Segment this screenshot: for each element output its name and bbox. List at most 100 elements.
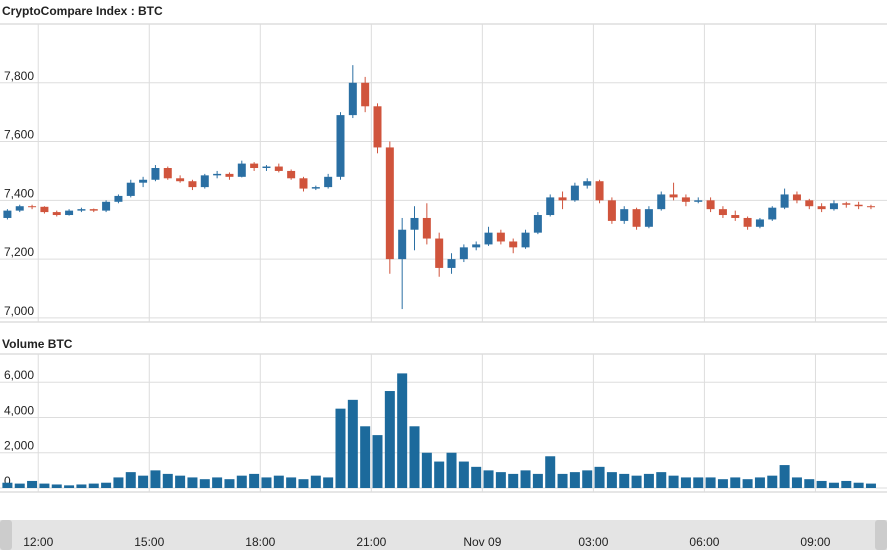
candle-body <box>274 166 283 171</box>
x-tick-label: 15:00 <box>134 535 164 549</box>
candle-body <box>805 200 814 207</box>
volume-bar <box>199 479 210 488</box>
volume-bar <box>680 477 691 488</box>
volume-bar <box>532 473 543 488</box>
candle-body <box>755 219 764 227</box>
volume-bar <box>421 452 432 488</box>
volume-bar <box>212 477 223 488</box>
x-tick-label: 21:00 <box>356 535 386 549</box>
candle-body <box>299 178 308 189</box>
candle-body <box>521 232 530 248</box>
x-tick-label: 06:00 <box>689 535 719 549</box>
candle-body <box>842 203 851 205</box>
x-tick-label: Nov 09 <box>463 535 501 549</box>
candle-body <box>163 168 172 179</box>
volume-bar <box>138 475 149 488</box>
y-tick-label: 6,000 <box>4 368 34 382</box>
x-tick-label: 03:00 <box>578 535 608 549</box>
volume-bar <box>162 473 173 488</box>
volume-bar <box>816 480 827 488</box>
volume-bar <box>360 426 371 488</box>
y-tick-label: 7,200 <box>4 245 34 259</box>
x-tick-label: 12:00 <box>23 535 53 549</box>
volume-bar <box>779 465 790 488</box>
candle-body <box>657 194 666 210</box>
candle-body <box>188 181 197 188</box>
candle-body <box>780 194 789 208</box>
candle-body <box>250 163 259 169</box>
volume-bar <box>175 475 186 488</box>
volume-bar <box>545 456 556 488</box>
volume-bar <box>458 461 469 488</box>
volume-bar <box>569 472 580 488</box>
volume-bar <box>14 483 25 488</box>
volume-bar <box>113 477 124 488</box>
candle-body <box>435 238 444 268</box>
volume-bar <box>828 482 839 488</box>
candle-body <box>176 178 185 182</box>
candle-body <box>718 209 727 216</box>
volume-bar <box>508 473 519 488</box>
volume-bar <box>668 475 679 488</box>
candle-body <box>237 163 246 177</box>
volume-bar <box>742 479 753 488</box>
volume-bar <box>39 483 50 488</box>
volume-bar <box>606 472 617 488</box>
x-tick-label: 09:00 <box>800 535 830 549</box>
volume-bar <box>446 452 457 488</box>
volume-bar <box>495 472 506 488</box>
volume-bar <box>397 373 408 488</box>
candle-body <box>89 209 98 211</box>
volume-bar <box>730 477 741 488</box>
volume-bar <box>101 482 112 488</box>
candle-body <box>40 206 49 213</box>
volume-bar <box>594 466 605 488</box>
candle-body <box>768 207 777 220</box>
volume-bar <box>865 483 876 488</box>
volume-bar <box>520 470 531 488</box>
volume-bar <box>841 480 852 488</box>
candle-body <box>632 209 641 227</box>
volume-bar <box>693 477 704 488</box>
candle-body <box>373 106 382 148</box>
volume-bar <box>656 472 667 488</box>
navigator-handle[interactable] <box>875 520 887 550</box>
volume-bar <box>631 475 642 488</box>
volume-bar <box>76 484 87 488</box>
chart-title: CryptoCompare Index : BTC <box>2 4 163 18</box>
volume-bar <box>335 408 346 488</box>
candle-body <box>52 212 61 216</box>
volume-bar <box>27 480 38 488</box>
navigator-handle[interactable] <box>0 520 12 550</box>
navigator[interactable] <box>0 520 887 550</box>
candle-body <box>77 209 86 211</box>
y-tick-label: 4,000 <box>4 403 34 417</box>
candle-body <box>570 185 579 201</box>
candle-body <box>385 147 394 260</box>
volume-bar <box>717 479 728 488</box>
volume-bar <box>384 391 395 488</box>
candle-body <box>459 247 468 260</box>
volume-bar <box>150 470 161 488</box>
volume-bar <box>298 479 309 488</box>
candle-body <box>669 194 678 198</box>
candle-body <box>200 175 209 188</box>
candle-body <box>102 201 111 211</box>
volume-bar <box>804 479 815 488</box>
candle-body <box>15 206 24 211</box>
candle-body <box>324 176 333 188</box>
volume-bar <box>187 477 198 488</box>
candle-body <box>792 194 801 201</box>
volume-bar <box>347 399 358 488</box>
candle-body <box>114 195 123 202</box>
candle-body <box>743 217 752 227</box>
candle-body <box>65 210 74 216</box>
candle-body <box>731 215 740 218</box>
volume-bar <box>853 482 864 488</box>
volume-bar <box>261 477 272 488</box>
volume-bar <box>88 483 99 488</box>
volume-bar <box>372 435 383 488</box>
candle-body <box>583 181 592 186</box>
